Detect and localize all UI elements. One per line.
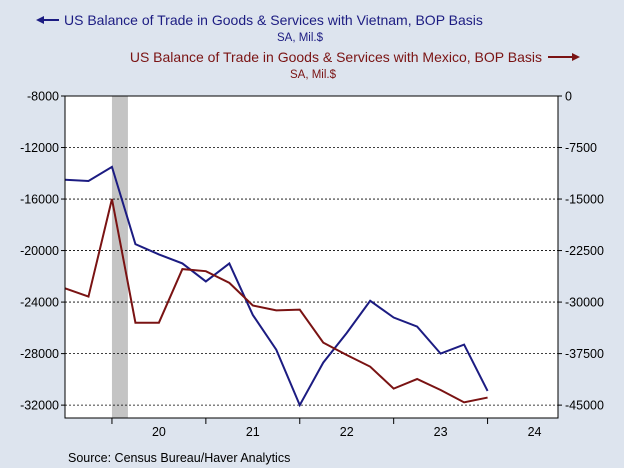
legend-label-mexico: US Balance of Trade in Goods & Services … bbox=[130, 49, 542, 65]
x-tick-label: 24 bbox=[528, 425, 542, 439]
left-tick-label: -32000 bbox=[20, 399, 59, 413]
legend-item-vietnam: US Balance of Trade in Goods & Services … bbox=[36, 12, 483, 44]
x-tick-label: 20 bbox=[152, 425, 166, 439]
right-tick-label: -22500 bbox=[565, 244, 604, 258]
plot-area bbox=[65, 96, 558, 418]
left-tick-label: -20000 bbox=[20, 244, 59, 258]
right-tick-label: -7500 bbox=[565, 141, 597, 155]
legend: US Balance of Trade in Goods & Services … bbox=[36, 12, 580, 81]
plot-frame bbox=[64, 95, 559, 419]
left-axis: -8000 -12000 -16000 -20000 -24000 -28000 -3200… bbox=[20, 90, 65, 413]
recession-shading bbox=[111, 96, 128, 418]
legend-arrow-vietnam bbox=[36, 16, 44, 24]
series-line-vietnam bbox=[64, 165, 489, 408]
left-tick-label: -24000 bbox=[20, 296, 59, 310]
right-axis: 0 -7500 -15000 -22500 -30000 -37500 -45000 bbox=[558, 90, 604, 413]
right-tick-label: -45000 bbox=[565, 399, 604, 413]
right-tick-label: -15000 bbox=[565, 193, 604, 207]
right-tick-label: -37500 bbox=[565, 347, 604, 361]
series-line-mexico bbox=[64, 198, 488, 404]
right-tick-label: -30000 bbox=[565, 296, 604, 310]
left-tick-label: -16000 bbox=[20, 193, 59, 207]
x-tick-label: 22 bbox=[340, 425, 354, 439]
left-tick-label: -8000 bbox=[27, 90, 59, 104]
legend-label-vietnam: US Balance of Trade in Goods & Services … bbox=[64, 12, 483, 28]
legend-unit-vietnam: SA, Mil.$ bbox=[277, 32, 324, 44]
right-tick-label: 0 bbox=[565, 90, 572, 104]
legend-arrow-mexico bbox=[572, 53, 580, 61]
x-tick-label: 23 bbox=[434, 425, 448, 439]
x-axis: 20 21 22 23 24 bbox=[111, 418, 542, 439]
left-tick-label: -12000 bbox=[20, 141, 59, 155]
x-tick-label: 21 bbox=[246, 425, 260, 439]
legend-unit-mexico: SA, Mil.$ bbox=[290, 69, 337, 81]
left-tick-label: -28000 bbox=[20, 347, 59, 361]
source-note: Source: Census Bureau/Haver Analytics bbox=[68, 451, 290, 465]
legend-item-mexico: US Balance of Trade in Goods & Services … bbox=[130, 49, 580, 81]
